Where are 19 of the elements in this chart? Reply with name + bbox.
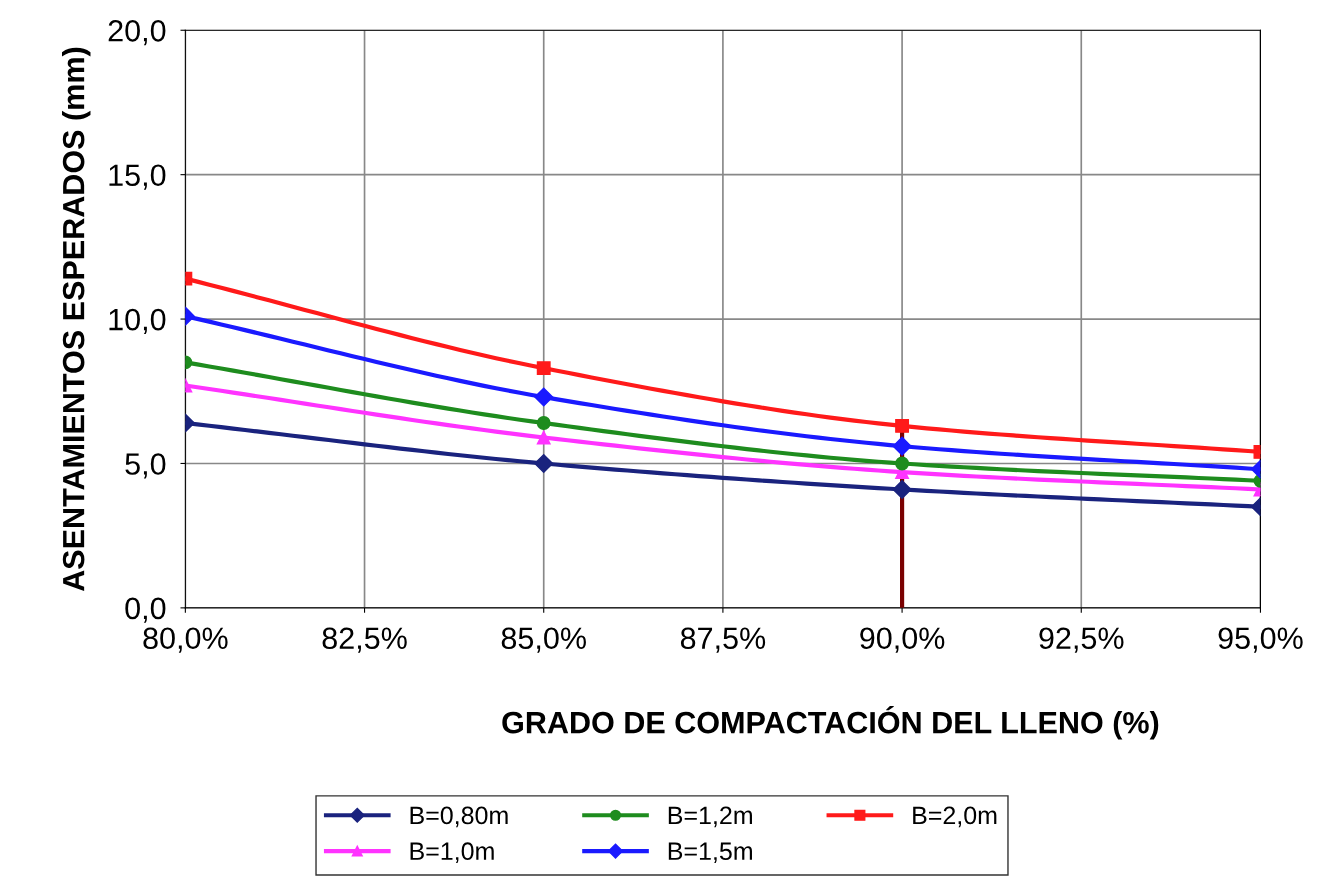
x-tick-label: 85,0% [501, 627, 586, 653]
y-tick-label: 5,0 [125, 453, 166, 479]
y-tick-label: 15,0 [109, 164, 166, 190]
x-tick-label: 92,5% [1039, 627, 1124, 653]
y-tick-label: 20,0 [108, 20, 166, 46]
y-tick-label: 10,0 [109, 308, 166, 335]
legend-label: B=1,0m [410, 842, 494, 864]
x-tick-label: 82,5% [322, 627, 407, 653]
legend-label: B=1,5m [668, 842, 752, 864]
y-tick-label: 0,0 [125, 597, 166, 623]
x-tick-label: 90,0% [860, 627, 945, 653]
legend-label: B=2,0m [913, 806, 997, 828]
legend-label: B=0,80m [410, 806, 508, 828]
x-tick-label: 80,0% [143, 627, 228, 653]
y-axis-title: ASENTAMIENTOS ESPERADOS (mm) [62, 47, 91, 592]
x-tick-label: 95,0% [1218, 627, 1303, 653]
x-tick-label: 87,5% [680, 627, 766, 653]
legend-label: B=1,2m [668, 806, 752, 828]
x-axis-title: GRADO DE COMPACTACIÓN DEL LLENO (%) [502, 706, 1159, 740]
